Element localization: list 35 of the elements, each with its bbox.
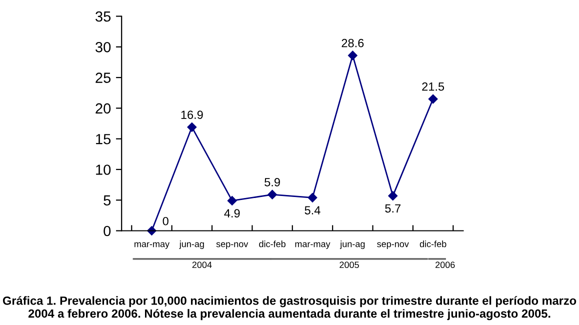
y-tick-label: 30 bbox=[96, 42, 111, 52]
y-tick-label: 25 bbox=[96, 72, 111, 83]
text: 2004 bbox=[192, 262, 212, 268]
x-tick-label: mar-may bbox=[134, 242, 170, 249]
y-tick-label: 15 bbox=[96, 134, 111, 144]
data-label: 4.9 bbox=[224, 209, 240, 218]
text: 2006 bbox=[436, 262, 455, 268]
y-tick-label: 0 bbox=[104, 226, 111, 236]
point bbox=[348, 50, 358, 60]
x-tick-label: dic-feb bbox=[420, 240, 446, 248]
data-label: 16.9 bbox=[181, 110, 203, 119]
point bbox=[187, 122, 197, 132]
point bbox=[428, 94, 438, 104]
point bbox=[227, 196, 237, 206]
x-tick-label: sep-nov bbox=[216, 242, 248, 249]
y-tick-label: 10 bbox=[96, 164, 111, 175]
x-tick-label: jun-ag bbox=[340, 240, 365, 249]
x-tick-label: sep-nov bbox=[377, 242, 409, 249]
y-tick-label: 5 bbox=[104, 195, 111, 206]
point bbox=[388, 191, 398, 200]
data-label: 5.4 bbox=[304, 206, 320, 214]
y-tick-label: 35 bbox=[96, 11, 111, 22]
x-tick-label: mar-may bbox=[295, 242, 330, 249]
point bbox=[268, 190, 277, 200]
data-label: 0 bbox=[162, 216, 168, 226]
text: Gráfica 1. Prevalencia por 10,000 nacimientos de gastrosquisis por trimestre durante el período marzo 2004 a febrero 2006. Nótese la prevalencia aumentada durante el trimestre junio-agosto 2005. bbox=[2, 296, 576, 320]
x-tick-label: jun-ag bbox=[179, 240, 204, 249]
data-label: 28.6 bbox=[342, 38, 364, 48]
x-tick-label: dic-feb bbox=[259, 240, 286, 248]
data-label: 21.5 bbox=[422, 82, 444, 91]
data-label: 5.7 bbox=[385, 204, 400, 213]
text: 2005 bbox=[340, 262, 359, 268]
point bbox=[308, 193, 318, 202]
data-label: 5.9 bbox=[264, 178, 280, 186]
y-tick-label: 20 bbox=[96, 103, 111, 114]
